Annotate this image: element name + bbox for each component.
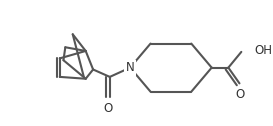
Text: O: O bbox=[103, 102, 112, 115]
Text: OH: OH bbox=[254, 43, 272, 57]
Text: O: O bbox=[236, 88, 245, 101]
Text: N: N bbox=[126, 61, 135, 74]
